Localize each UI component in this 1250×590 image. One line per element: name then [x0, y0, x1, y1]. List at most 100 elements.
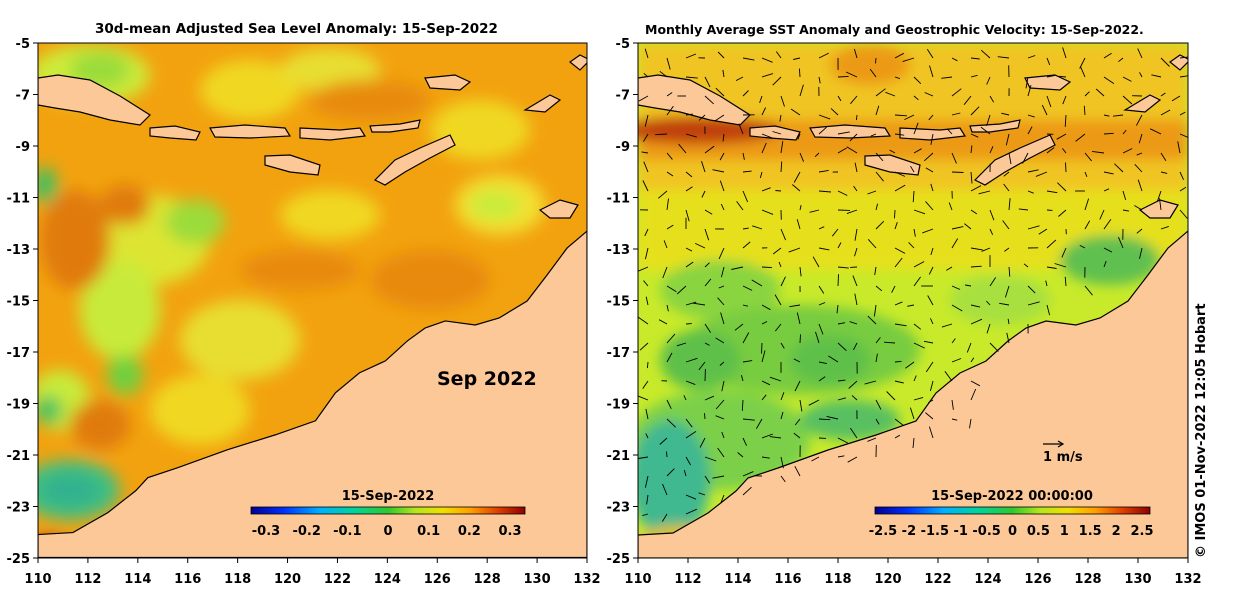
velocity-vector [1150, 128, 1162, 135]
velocity-vector [849, 133, 858, 142]
velocity-vector [951, 358, 962, 363]
velocity-vector [793, 432, 801, 439]
velocity-vector [666, 304, 669, 312]
velocity-vector [837, 147, 847, 154]
velocity-vector [722, 133, 725, 142]
velocity-vector [1003, 183, 1010, 192]
velocity-vector [969, 418, 972, 429]
velocity-vector [742, 285, 753, 291]
velocity-vector [925, 167, 934, 173]
velocity-vector [867, 190, 877, 195]
velocity-vector [997, 56, 1010, 59]
velocity-vector [999, 302, 1010, 306]
velocity-vector [875, 105, 880, 116]
velocity-vector [923, 340, 934, 344]
velocity-vector [970, 57, 980, 60]
right_panel-colorbar-tick: 1.5 [1079, 524, 1102, 539]
velocity-vector [735, 76, 744, 82]
velocity-vector [818, 361, 827, 365]
velocity-vector [944, 371, 953, 382]
right-y-tick-label: -9 [616, 140, 630, 155]
velocity-vector [799, 152, 805, 162]
velocity-vector [685, 209, 690, 222]
velocity-vector [1005, 133, 1010, 146]
velocity-vector [970, 318, 983, 325]
velocity-vector [894, 360, 902, 363]
velocity-vector [799, 399, 803, 412]
velocity-vector [854, 247, 858, 257]
velocity-vector [875, 337, 881, 344]
left-y-tick-label: -17 [7, 346, 31, 361]
velocity-vector [772, 131, 782, 135]
velocity-vector [1008, 266, 1011, 277]
velocity-vector [704, 342, 710, 346]
right_panel-colorbar-tick: 2 [1112, 524, 1121, 539]
velocity-vector [717, 51, 725, 59]
velocity-vector [818, 190, 832, 193]
velocity-vector [854, 162, 858, 173]
velocity-vector [661, 513, 668, 522]
left-x-tick-label: 120 [274, 572, 301, 587]
velocity-vector [1138, 133, 1143, 144]
velocity-vector [894, 76, 901, 80]
velocity-vector [704, 475, 711, 484]
velocity-vector [751, 279, 763, 287]
velocity-vector [1122, 148, 1133, 154]
velocity-vector [719, 152, 725, 161]
velocity-vector [683, 395, 687, 401]
velocity-vector [742, 332, 750, 344]
velocity-vector [980, 49, 991, 59]
velocity-vector [941, 323, 953, 328]
velocity-vector [1139, 72, 1143, 78]
velocity-vector [646, 494, 649, 505]
velocity-vector [864, 380, 877, 385]
velocity-vector [1062, 95, 1067, 105]
velocity-vector [867, 315, 877, 325]
velocity-vector [902, 57, 915, 63]
velocity-vector [894, 301, 903, 306]
velocity-vector [698, 361, 706, 371]
velocity-vector [1160, 109, 1171, 116]
right-y-tick-label: -25 [607, 552, 631, 567]
velocity-vector [1001, 112, 1010, 116]
velocity-vector [1065, 162, 1067, 173]
sla-month-label: Sep 2022 [437, 368, 537, 390]
left-y-tick-label: -19 [7, 398, 31, 413]
velocity-vector [761, 342, 763, 354]
velocity-vector [643, 133, 649, 142]
velocity-vector [1099, 209, 1105, 220]
velocity-vector [1079, 57, 1086, 69]
velocity-vector [1022, 152, 1029, 164]
velocity-vector [721, 380, 725, 392]
velocity-vector [1136, 228, 1143, 234]
velocity-vector [704, 145, 715, 154]
right-x-tick-label: 120 [874, 572, 901, 587]
velocity-vector [883, 341, 896, 344]
velocity-vector [818, 247, 830, 251]
velocity-vector [913, 396, 924, 401]
velocity-vector [873, 304, 877, 317]
right-map-title: Monthly Average SST Anomaly and Geostrop… [645, 22, 1144, 37]
right-x-tick-label: 114 [724, 572, 751, 587]
sla-anomaly-field [38, 45, 545, 558]
velocity-vector [818, 323, 824, 335]
velocity-vector [1137, 48, 1143, 59]
right-y-tick-label: -21 [607, 449, 631, 464]
velocity-vector [989, 146, 994, 154]
right_panel-colorbar-tick: -1.5 [921, 524, 949, 539]
velocity-vector [1103, 76, 1115, 84]
velocity-vector [704, 76, 711, 88]
right-x-tick-label: 126 [1024, 572, 1051, 587]
velocity-vector [666, 333, 676, 344]
velocity-vector [1004, 247, 1010, 252]
velocity-vector [666, 105, 674, 116]
velocity-vector [894, 171, 906, 177]
velocity-vector [662, 266, 668, 279]
velocity-vector [836, 304, 839, 314]
velocity-vector [1008, 198, 1011, 211]
velocity-vector [1179, 186, 1187, 192]
velocity-vector [643, 72, 649, 78]
velocity-vector [666, 399, 672, 409]
velocity-vector [913, 228, 916, 237]
velocity-vector [951, 171, 964, 173]
